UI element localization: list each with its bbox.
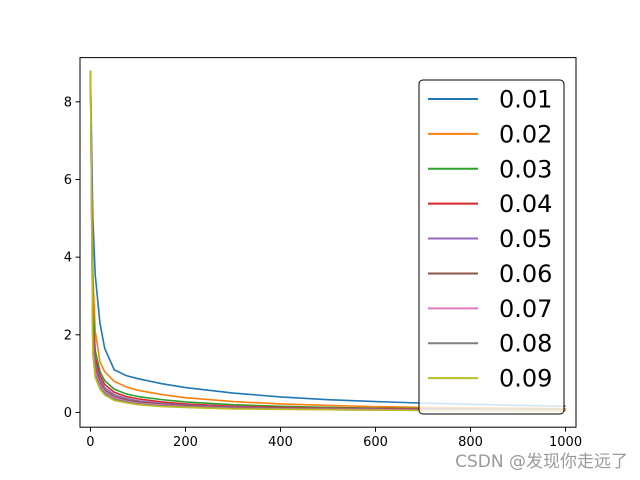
x-tick-label: 600 [363,435,388,450]
x-tick-label: 0 [86,435,94,450]
x-axis: 0 200 400 600 800 1000 [86,427,582,450]
y-tick-label: 4 [64,251,72,266]
y-axis: 0 2 4 6 8 [64,95,80,421]
plot-lines [89,70,566,412]
x-tick-label: 800 [458,435,483,450]
legend-label-0.07: 0.07 [499,295,552,323]
legend-label-0.09: 0.09 [499,365,552,393]
legend-label-0.03: 0.03 [499,155,552,183]
y-tick-label: 8 [64,95,72,110]
x-tick-label: 400 [268,435,293,450]
legend: 0.01 0.02 0.03 0.04 0.05 0.06 0.07 0.08 0.09 [418,79,565,415]
x-tick-label: 1000 [549,435,582,450]
legend-label-0.05: 0.05 [499,225,552,253]
y-tick-label: 2 [64,328,72,343]
x-tick-label: 200 [173,435,198,450]
legend-label-0.04: 0.04 [499,190,552,218]
watermark-text: CSDN @发现你走远了 [455,452,628,472]
legend-label-0.08: 0.08 [499,330,552,358]
legend-label-0.01: 0.01 [499,86,552,114]
y-tick-label: 6 [64,173,72,188]
legend-label-0.06: 0.06 [499,260,552,288]
legend-label-0.02: 0.02 [499,120,552,148]
y-tick-label: 0 [64,406,72,421]
plot-area-frame [79,57,577,428]
legend-box [418,79,565,415]
